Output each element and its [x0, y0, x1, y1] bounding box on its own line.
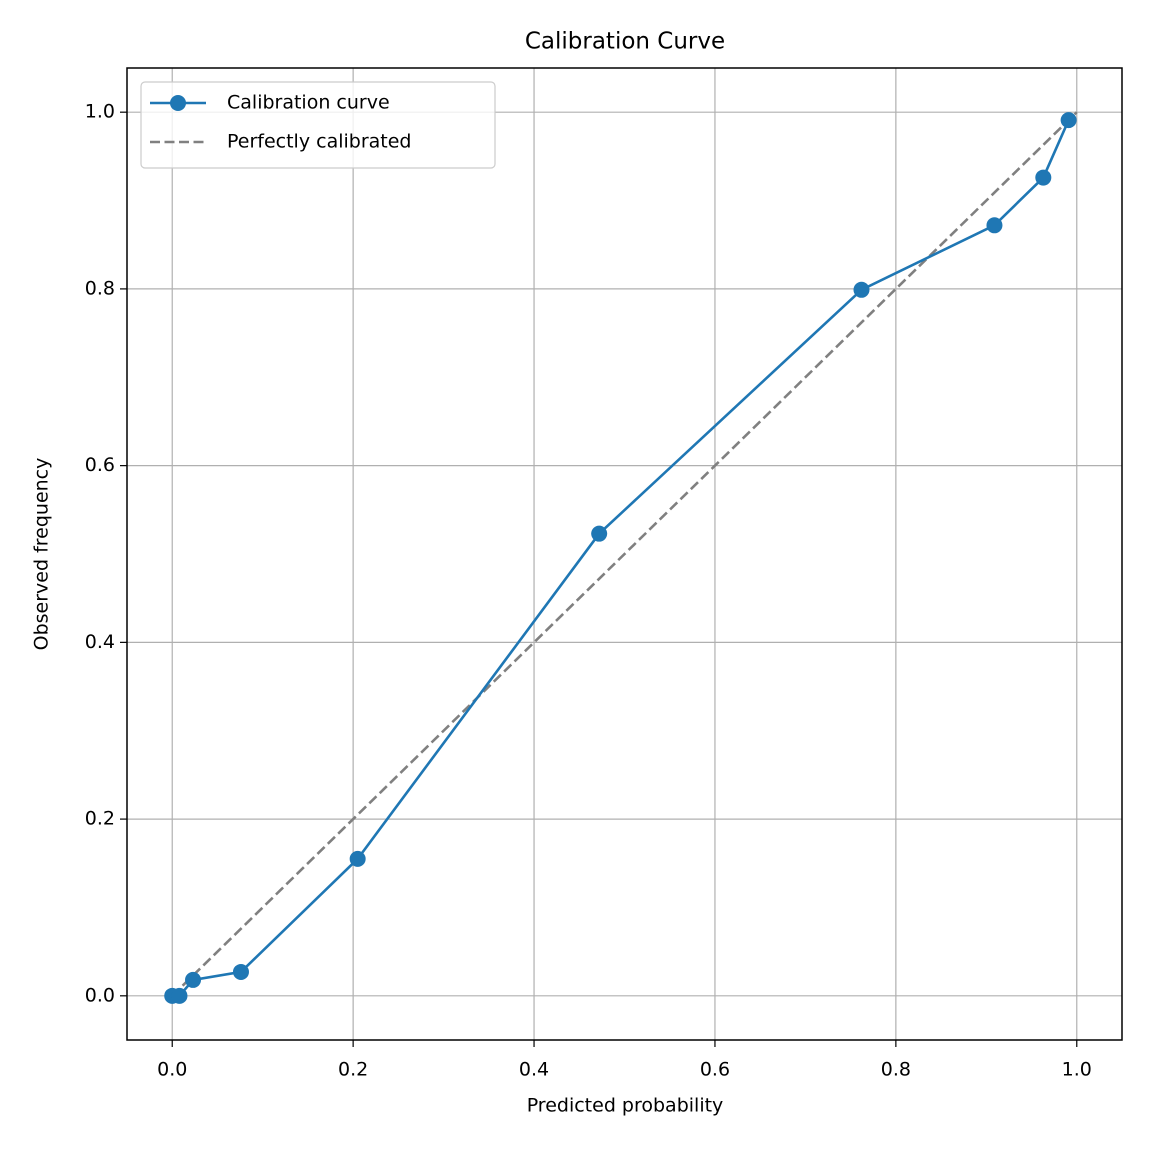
series-line [172, 119, 1070, 998]
x-tick-label: 0.8 [881, 1059, 911, 1081]
data-point [1035, 169, 1052, 186]
legend: Calibration curve Perfectly calibrated [140, 81, 496, 169]
x-axis-label: Predicted probability [527, 1095, 724, 1117]
data-point [1060, 112, 1077, 129]
y-tick-label: 0.2 [85, 808, 115, 830]
data-point [986, 217, 1003, 234]
chart-title: Calibration Curve [525, 29, 725, 55]
data-point [591, 525, 608, 542]
data-point [853, 281, 870, 298]
data-point [232, 963, 249, 980]
legend-label: Perfectly calibrated [227, 131, 411, 153]
legend-marker [170, 95, 186, 111]
data-point [185, 971, 202, 988]
plot-frame [126, 67, 1123, 1041]
plot-area: 0.0 0.2 0.4 0.6 0.8 1.0 0.0 0.2 0.4 0.6 0.8 1.0 Cali… [85, 67, 1123, 1081]
x-tick-label: 0.6 [700, 1059, 730, 1081]
data-point [171, 987, 188, 1004]
y-tick-label: 0.0 [85, 984, 115, 1006]
x-tick-label: 0.0 [157, 1059, 187, 1081]
y-tick-label: 0.4 [85, 631, 115, 653]
x-tick-label: 0.2 [338, 1059, 368, 1081]
y-tick-label: 0.8 [85, 277, 115, 299]
x-tick-label: 0.4 [519, 1059, 549, 1081]
x-tick-label: 1.0 [1062, 1059, 1092, 1081]
y-tick-label: 1.0 [85, 101, 115, 123]
y-tick-label: 0.6 [85, 454, 115, 476]
y-axis-label: Observed frequency [31, 458, 53, 651]
legend-label: Calibration curve [227, 92, 390, 114]
legend-box [140, 81, 496, 169]
data-point [349, 850, 366, 867]
